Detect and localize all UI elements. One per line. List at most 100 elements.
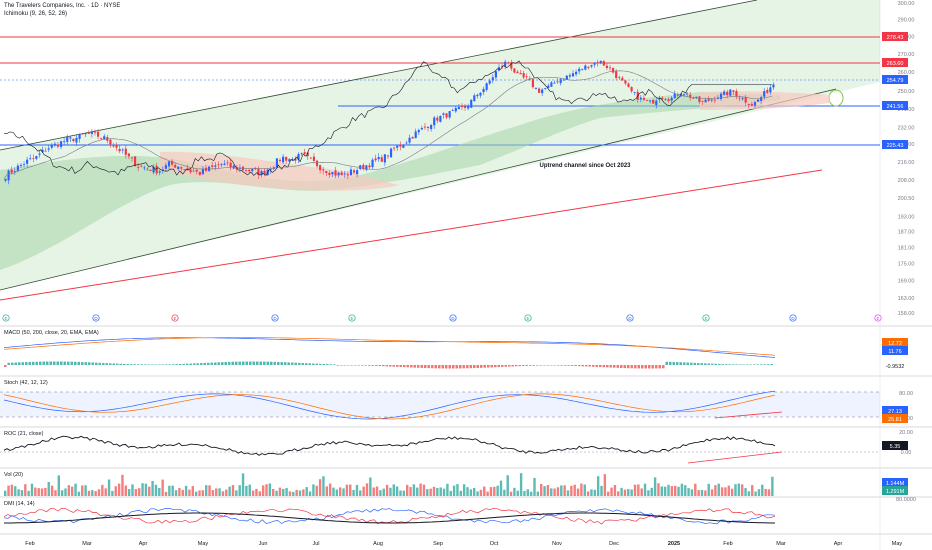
candle-body <box>152 166 155 173</box>
macd-histogram-bar <box>270 361 273 365</box>
macd-histogram-bar <box>718 363 721 365</box>
candle-body <box>149 169 152 172</box>
roc-tick: 20.00 <box>899 430 913 436</box>
macd-histogram-bar <box>599 365 602 368</box>
volume-bar <box>737 483 741 496</box>
candle-body <box>389 148 393 158</box>
volume-bar <box>7 485 10 496</box>
candle-body <box>707 98 710 101</box>
macd-histogram-bar <box>105 363 108 365</box>
candle-body <box>436 117 439 121</box>
macd-histogram-bar <box>378 365 381 367</box>
candle-body <box>232 165 235 169</box>
volume-bar <box>298 490 302 496</box>
volume-value: 1.291M <box>886 489 905 495</box>
candle-body <box>553 82 556 84</box>
candle-body <box>479 92 482 96</box>
macd-histogram-bar <box>25 362 28 365</box>
candle-body <box>608 67 612 69</box>
macd-histogram-bar <box>700 363 703 365</box>
dmi-minus-line <box>3 507 776 525</box>
candle-body <box>260 170 263 175</box>
volume-bar <box>64 488 67 496</box>
volume-bar <box>258 491 261 496</box>
event-marker <box>874 314 882 322</box>
macd-histogram-bar <box>445 365 448 369</box>
volume-bar <box>138 488 141 496</box>
volume-bar <box>684 485 687 496</box>
volume-bar <box>771 476 774 496</box>
volume-bar <box>278 487 282 496</box>
price-label-box <box>882 75 908 84</box>
candle-body <box>10 169 13 173</box>
macd-histogram-bar <box>130 364 133 365</box>
macd-histogram-bar <box>196 363 199 365</box>
candle-body <box>275 158 279 168</box>
candle-body <box>500 65 504 67</box>
breakout-circle <box>828 89 844 107</box>
macd-histogram-bar <box>462 365 465 369</box>
macd-histogram-bar <box>368 365 371 366</box>
volume-bar <box>332 487 335 496</box>
candle-body <box>35 156 38 159</box>
time-tick-label: Mar <box>776 541 786 547</box>
volume-bar <box>529 491 533 496</box>
macd-histogram-bar <box>312 363 315 365</box>
volume-bar <box>767 489 771 496</box>
volume-bar <box>392 484 395 496</box>
candle-body <box>217 164 220 166</box>
macd-histogram-bar <box>242 361 245 365</box>
volume-bar <box>131 484 134 496</box>
candle-body <box>463 106 467 108</box>
dmi-plus-line <box>3 507 776 525</box>
macd-histogram-bar <box>497 365 500 368</box>
volume-bar <box>617 491 620 496</box>
macd-histogram-bar <box>515 365 518 367</box>
volume-bar <box>741 484 744 496</box>
volume-bar <box>379 490 382 496</box>
candle-body <box>516 71 519 74</box>
macd-histogram-bar <box>690 362 693 365</box>
candle-body <box>377 157 380 160</box>
volume-bar <box>667 484 670 496</box>
macd-histogram-bar <box>487 365 490 368</box>
volume-bar <box>60 490 64 496</box>
candle-body <box>488 80 491 84</box>
macd-histogram-bar <box>294 362 297 365</box>
candle-body <box>473 95 476 102</box>
volume-bar <box>91 490 94 496</box>
volume-bar <box>462 484 466 496</box>
volume-bar <box>730 488 734 496</box>
volume-bar <box>406 484 409 496</box>
volume-bar <box>429 488 432 496</box>
volume-bar <box>496 485 499 496</box>
candle-body <box>7 170 10 181</box>
volume-bar <box>603 474 607 496</box>
volume-bar <box>747 491 751 496</box>
candle-body <box>405 142 408 144</box>
candle-body <box>510 62 513 69</box>
volume-bar <box>171 485 174 496</box>
ichimoku-lagging-span <box>4 60 772 176</box>
candle-body <box>297 154 300 160</box>
macd-histogram-bar <box>39 361 42 365</box>
volume-bar <box>107 479 111 496</box>
candle-body <box>741 98 744 100</box>
candle-body <box>676 94 679 96</box>
volume-bar <box>714 485 717 496</box>
event-marker-letter: D <box>94 316 98 321</box>
candle-body <box>541 89 544 94</box>
volume-bar <box>442 488 446 496</box>
volume-bar <box>228 486 231 496</box>
macd-histogram-bar <box>284 362 287 365</box>
macd-histogram-bar <box>70 361 73 365</box>
macd-histogram-bar <box>60 361 63 365</box>
volume-bar <box>560 485 563 496</box>
ichimoku-legend: Ichimoku (9, 26, 52, 26) <box>4 11 68 17</box>
macd-histogram-bar <box>532 365 535 366</box>
volume-bar <box>174 490 178 496</box>
candle-body <box>201 169 204 175</box>
volume-bar <box>328 483 332 496</box>
volume-bar <box>27 490 30 496</box>
